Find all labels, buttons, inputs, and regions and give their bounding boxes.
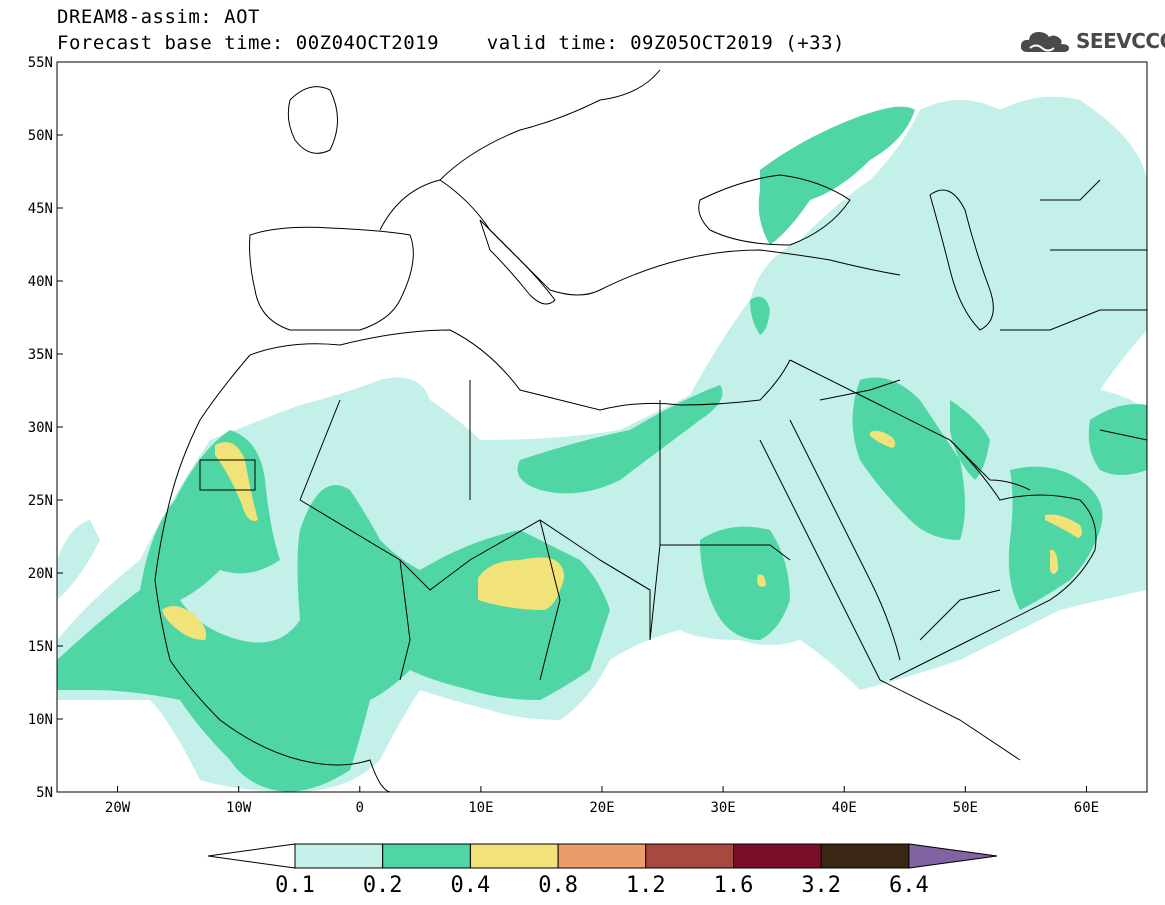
colorbar-swatch (469, 843, 559, 869)
colorbar-label: 0.4 (451, 873, 491, 898)
lat-label: 45N (28, 201, 53, 217)
colorbar-min-arrow (207, 843, 296, 869)
forecast-time-line: Forecast base time: 00Z04OCT2019 valid t… (57, 32, 845, 54)
coastlines-borders (154, 69, 1147, 792)
lon-label: 50E (953, 800, 978, 816)
colorbar-label: 0.2 (363, 873, 403, 898)
lat-label: 35N (28, 347, 53, 363)
colorbar-label: 3.2 (801, 873, 841, 898)
colorbar-label: 0.8 (538, 873, 578, 898)
colorbar-label: 6.4 (889, 873, 929, 898)
lat-label: 50N (28, 128, 53, 144)
colorbar-swatch (733, 843, 822, 869)
map-title: DREAM8-assim: AOT (57, 6, 260, 28)
lat-label: 15N (28, 639, 53, 655)
aot-level-0.4 (162, 430, 1083, 640)
colorbar-swatch (382, 843, 471, 869)
lon-label: 40E (832, 800, 857, 816)
colorbar-label: 1.2 (626, 873, 666, 898)
seevccc-logo: SEEVCCC (1018, 26, 1165, 56)
colorbar-swatch (820, 843, 910, 869)
colorbar-label: 0.1 (275, 873, 315, 898)
colorbar-swatch (294, 843, 384, 869)
colorbar-swatch (645, 843, 734, 869)
lon-label: 20E (589, 800, 614, 816)
lon-label: 20W (105, 800, 131, 816)
lat-label: 30N (28, 420, 53, 436)
logo-text: SEEVCCC (1076, 29, 1165, 53)
lon-label: 30E (710, 800, 735, 816)
lon-label: 0 (356, 800, 364, 816)
colorbar-label: 1.6 (714, 873, 754, 898)
lat-label: 20N (28, 566, 53, 582)
latitude-axis: 55N 50N 45N 40N 35N 30N 25N 20N 15N 10N 5N (28, 55, 63, 801)
lat-label: 10N (28, 712, 53, 728)
lon-label: 60E (1074, 800, 1099, 816)
colorbar-swatch (557, 843, 647, 869)
lon-label: 10E (468, 800, 493, 816)
lon-label: 10W (226, 800, 252, 816)
aot-level-0.2 (57, 106, 1147, 792)
lat-label: 25N (28, 493, 53, 509)
longitude-axis: 20W 10W 0 10E 20E 30E 40E 50E 60E (105, 786, 1099, 816)
cloud-icon (1020, 32, 1069, 52)
lat-label: 40N (28, 274, 53, 290)
colorbar-max-arrow (908, 843, 998, 869)
lat-label: 5N (36, 785, 53, 801)
lat-label: 55N (28, 55, 53, 71)
